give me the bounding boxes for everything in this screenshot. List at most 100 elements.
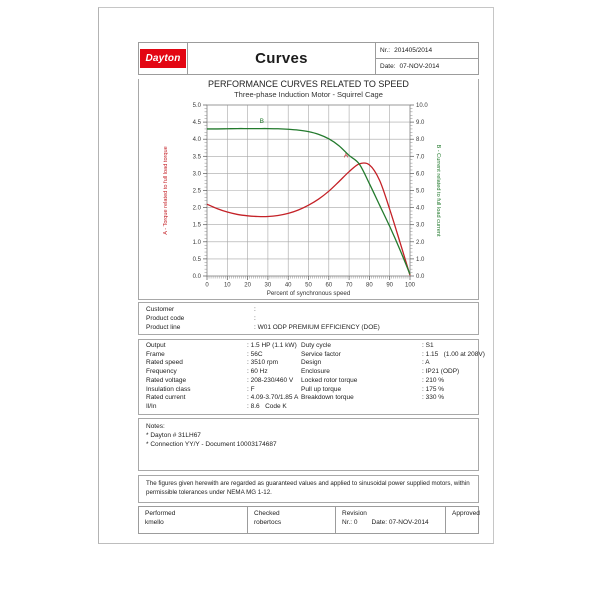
spec-row: Design : A [301, 359, 489, 368]
field-label: Il/In [146, 402, 157, 410]
y-tick-label-left: 4.0 [193, 137, 202, 143]
field-label: Frequency [146, 368, 177, 376]
y-tick-label-left: 1.0 [193, 240, 202, 246]
x-tick-label: 70 [346, 283, 353, 289]
spec-row: Rated current : 4.09-3.70/1.85 A [139, 394, 301, 403]
current-vs-speed-curve [206, 127, 411, 275]
field-value: : A [422, 359, 430, 367]
disclaimer-text: The figures given herewith are regarded … [146, 479, 470, 496]
spec-row: Frame : 56C [139, 351, 301, 360]
spec-column-right: Duty cycle : S1 Service factor : 1.15 (1.00… [301, 342, 489, 412]
performed-value: kmello [145, 518, 164, 526]
y-tick-label-right: 9.0 [416, 120, 425, 126]
x-tick-label: 50 [305, 283, 312, 289]
revision-label: Revision [342, 509, 367, 517]
y-tick-label-left: 3.5 [193, 154, 202, 160]
field-value: : 56C [247, 350, 263, 358]
y-tick-label-right: 7.0 [416, 154, 425, 160]
field-label: Rated current [146, 394, 186, 402]
spec-row: Breakdown torque : 330 % [301, 394, 489, 403]
field-value: : 175 % [422, 385, 445, 393]
y-tick-label-left: 2.0 [193, 206, 202, 212]
y-tick-label-right: 10.0 [416, 103, 428, 109]
x-tick-label: 80 [366, 283, 373, 289]
revision-cell: Revision Nr.: 0 Date: 07-NOV-2014 [335, 506, 445, 533]
y-tick-label-left: 0.5 [193, 257, 202, 263]
specifications-section: Output: 1.5 HP (1.1 kW) Frame : 56C Rated s… [138, 339, 485, 415]
field-label: Breakdown torque [301, 394, 354, 402]
spec-row: Insulation class : F [139, 386, 301, 395]
x-tick-label: 0 [205, 283, 209, 289]
y-tick-label-right: 8.0 [416, 137, 425, 143]
title-cell: Curves [188, 43, 375, 74]
spec-column-left: Output: 1.5 HP (1.1 kW) Frame : 56C Rated s… [139, 342, 301, 412]
field-value: : 1.15 (1.00 at 208V) [422, 350, 485, 358]
field-value: : [254, 315, 258, 322]
field-value: : S1 [422, 342, 434, 349]
curve-label-A: A [344, 152, 349, 159]
field-label: Service factor [301, 350, 341, 358]
field-value: : [254, 306, 258, 313]
field-label: Enclosure [301, 368, 330, 376]
spec-row: Frequency : 60 Hz [139, 368, 301, 377]
field-label: Rated voltage [146, 376, 187, 384]
spec-row: Pull up torque: 175 % [301, 386, 489, 395]
spec-row: Il/In : 8.6 Code K [139, 403, 301, 412]
checked-value: robertocs [254, 518, 282, 526]
approved-label: Approved [452, 509, 480, 517]
y-tick-label-right: 5.0 [416, 189, 425, 195]
logo-cell: Dayton [139, 43, 188, 74]
y-tick-label-right: 0.0 [416, 274, 425, 280]
field-label: Frame [146, 350, 165, 358]
spec-row: Rated voltage : 208-230/460 V [139, 377, 301, 386]
performed-cell: Performed kmello [139, 507, 247, 533]
document-title: Curves [255, 50, 308, 67]
y-tick-label-left: 3.0 [193, 171, 202, 177]
field-label: Design [301, 359, 322, 367]
field-value: : 60 Hz [247, 368, 268, 376]
revision-date: Date: 07-NOV-2014 [371, 518, 429, 526]
spec-row: Service factor : 1.15 (1.00 at 208V) [301, 351, 489, 360]
field-label: Rated speed [146, 359, 183, 367]
header-meta: Nr.: 201405/2014 Date: 07-NOV-2014 [375, 43, 478, 74]
document-header: Dayton Curves Nr.: 201405/2014 Date: 07-… [138, 42, 479, 75]
field-label: Output [146, 342, 166, 349]
x-tick-label: 90 [386, 283, 393, 289]
dayton-logo: Dayton [140, 49, 186, 68]
performed-label: Performed [145, 509, 176, 517]
document-page: Dayton Curves Nr.: 201405/2014 Date: 07-… [98, 7, 494, 544]
field-value: : 4.09-3.70/1.85 A [247, 394, 299, 402]
field-label: Duty cycle [301, 342, 331, 349]
customer-section: Customer: Product code: Product line: W0… [138, 302, 479, 335]
checked-label: Checked [254, 509, 280, 517]
field-label: Customer [146, 306, 175, 313]
x-tick-label: 40 [285, 283, 292, 289]
doc-number-label: Nr.: [380, 47, 391, 54]
doc-number-row: Nr.: 201405/2014 [376, 43, 478, 59]
notes-title: Notes: [146, 422, 165, 430]
field-value: : F [247, 385, 255, 393]
notes-section: Notes: * Dayton # 31LH67 * Connection YY/… [138, 417, 479, 471]
doc-date-row: Date: 07-NOV-2014 [376, 59, 478, 74]
x-axis-label: Percent of synchronous speed [267, 290, 351, 297]
y-tick-label-right: 6.0 [416, 171, 425, 177]
field-label: Product line [146, 324, 181, 331]
field-value: : 208-230/460 V [247, 376, 294, 384]
approved-cell: Approved [445, 506, 486, 533]
approval-footer: Performed kmello Checked robertocs Revis… [138, 505, 480, 534]
performance-chart: 0 10 20 30 40 50 60 70 80 90 1000.00.51.01.52.02.5… [163, 103, 441, 297]
x-tick-label: 20 [244, 283, 251, 289]
field-value: : 3510 rpm [247, 359, 279, 367]
field-label: Insulation class [146, 385, 191, 393]
y-tick-label-left: 4.5 [193, 120, 202, 126]
right-axis-label: B - Current related to full load current [435, 144, 441, 236]
field-value: : 8.6 Code K [247, 402, 287, 410]
x-tick-label: 10 [224, 283, 231, 289]
spec-row: Output: 1.5 HP (1.1 kW) [139, 342, 301, 351]
curve-label-B: B [260, 118, 264, 125]
doc-date-label: Date: [380, 63, 396, 70]
y-tick-label-left: 1.5 [193, 223, 202, 229]
y-tick-label-left: 0.0 [193, 274, 202, 280]
performance-curves-section: PERFORMANCE CURVES RELATED TO SPEED Thre… [138, 79, 479, 300]
field-value: : 330 % [422, 394, 445, 402]
